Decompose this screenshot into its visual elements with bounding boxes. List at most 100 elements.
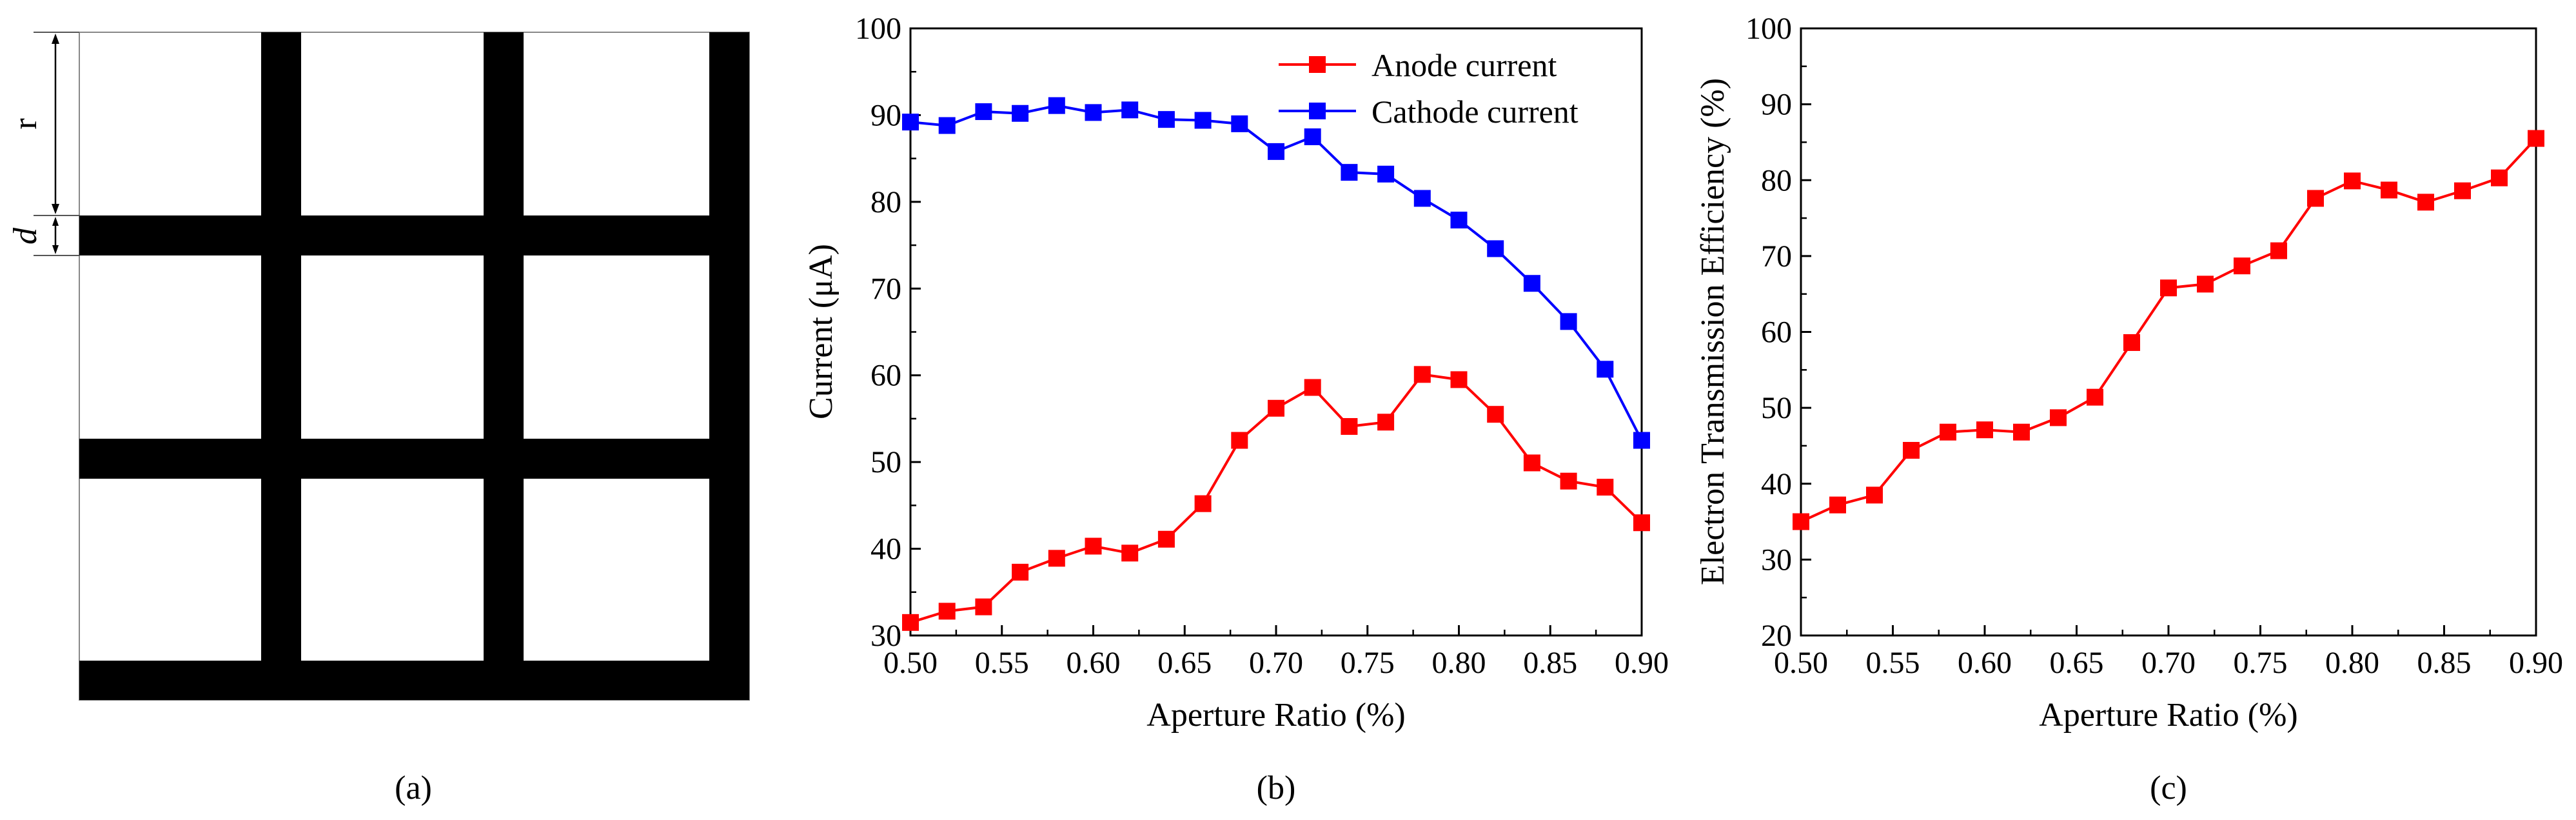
mesh-outline [79,32,750,701]
data-point-cathode-current [1487,240,1504,257]
data-point-cathode-current [1121,101,1139,119]
data-point-cathode-current [1231,115,1248,132]
data-point-electron-transmission-efficiency [1940,423,1956,441]
data-point-anode-current [1633,514,1650,532]
data-point-cathode-current [902,114,919,131]
panel-b-caption: (b) [1257,770,1296,806]
data-point-electron-transmission-efficiency [2528,130,2544,147]
y-tick-label: 90 [1761,88,1792,122]
legend-cathode-label: Cathode current [1372,94,1578,130]
data-point-electron-transmission-efficiency [2050,409,2067,426]
data-point-electron-transmission-efficiency [2087,388,2103,406]
y-axis-label: Current (μA) [803,244,840,419]
x-tick-label: 0.70 [2141,646,2196,680]
data-point-electron-transmission-efficiency [1829,496,1846,514]
data-point-anode-current [1413,366,1431,383]
dim-r-arrowhead-bottom [52,204,59,214]
data-point-anode-current [1048,550,1065,567]
y-tick-label: 100 [855,12,901,46]
data-point-anode-current [1597,479,1614,496]
data-point-cathode-current [1194,112,1212,129]
legend-anode-label: Anode current [1372,47,1557,83]
x-axis-label: Aperture Ratio (%) [1146,697,1405,734]
x-tick-label: 0.55 [975,646,1029,680]
data-point-electron-transmission-efficiency [2197,275,2214,293]
dim-d-label: d [7,227,44,245]
data-point-anode-current [1157,530,1175,548]
x-tick-label: 0.90 [1615,646,1669,680]
dim-r-label: r [7,118,44,129]
data-point-electron-transmission-efficiency [1903,441,1920,459]
y-tick-label: 70 [870,272,901,306]
data-point-electron-transmission-efficiency [2160,279,2177,297]
data-point-cathode-current [1633,432,1650,449]
data-point-cathode-current [1085,104,1102,121]
data-point-cathode-current [938,117,956,134]
data-point-cathode-current [1413,190,1431,207]
series-layer [902,97,1650,631]
data-point-anode-current [1012,563,1029,581]
data-point-cathode-current [1157,111,1175,128]
legend-cathode-marker [1309,103,1326,119]
panel-b-chart: 0.50 0.55 0.60 0.65 0.70 0.75 0.80 0.85 0.90 30 4… [803,12,1669,806]
x-tick-label: 0.85 [2417,646,2472,680]
x-tick-label: 0.90 [2509,646,2563,680]
y-axis-label: Electron Transmission Efficiency (%) [1695,78,1731,585]
y-tick-label: 90 [870,98,901,132]
y-tick-label: 40 [870,532,901,566]
data-point-anode-current [1194,495,1212,512]
y-tick-label: 80 [870,185,901,219]
data-point-electron-transmission-efficiency [1976,421,1993,439]
data-point-anode-current [902,614,919,631]
dim-d-arrowhead-bottom [52,245,59,254]
data-point-electron-transmission-efficiency [1793,513,1809,530]
data-point-electron-transmission-efficiency [2491,169,2508,186]
data-point-cathode-current [1597,361,1614,378]
y-tick-label: 100 [1745,12,1792,46]
data-point-electron-transmission-efficiency [2381,181,2397,199]
series-layer [1793,130,2544,530]
data-point-anode-current [975,598,992,615]
data-point-anode-current [1304,379,1321,396]
data-point-electron-transmission-efficiency [1866,486,1883,504]
plot-frame [1800,27,2537,637]
data-point-anode-current [1085,537,1102,555]
legend-anode-marker [1309,56,1326,73]
panel-c-chart: 0.50 0.55 0.60 0.65 0.70 0.75 0.80 0.85 0.90 20 3… [1695,12,2563,806]
x-axis: 0.50 0.55 0.60 0.65 0.70 0.75 0.80 0.85 0.90 [1774,625,2563,680]
data-point-cathode-current [1450,212,1468,229]
data-point-anode-current [1560,472,1577,490]
x-tick-label: 0.75 [1341,646,1395,680]
data-point-cathode-current [1012,105,1029,122]
y-tick-label: 50 [1761,391,1792,425]
data-point-cathode-current [975,103,992,121]
data-point-anode-current [1523,454,1540,472]
x-axis-label: Aperture Ratio (%) [2039,697,2297,734]
x-tick-label: 0.85 [1523,646,1577,680]
x-tick-label: 0.50 [1774,646,1828,680]
data-point-electron-transmission-efficiency [2270,242,2287,259]
data-point-anode-current [1487,406,1504,423]
data-point-anode-current [1377,414,1395,431]
x-tick-label: 0.50 [883,646,938,680]
panel-a-mesh: r d (a) [7,32,750,806]
x-axis: 0.50 0.55 0.60 0.65 0.70 0.75 0.80 0.85 0.90 [883,625,1669,680]
data-point-anode-current [1341,418,1358,435]
x-tick-label: 0.60 [1958,646,2012,680]
mesh-vertical-bar-2 [484,32,524,700]
panel-c-caption: (c) [2150,770,2187,806]
data-point-cathode-current [1377,165,1395,183]
data-point-cathode-current [1341,164,1358,181]
data-point-electron-transmission-efficiency [2307,190,2324,207]
data-point-electron-transmission-efficiency [2234,257,2250,275]
panel-a-caption: (a) [395,770,432,806]
y-tick-label: 20 [1761,619,1792,653]
x-tick-label: 0.65 [2050,646,2104,680]
data-point-cathode-current [1304,128,1321,146]
y-tick-label: 80 [1761,163,1792,197]
y-axis: 30 40 50 60 70 80 90 100 [855,12,921,653]
data-point-electron-transmission-efficiency [2417,194,2434,211]
data-point-electron-transmission-efficiency [2454,182,2471,199]
data-point-anode-current [938,603,956,620]
